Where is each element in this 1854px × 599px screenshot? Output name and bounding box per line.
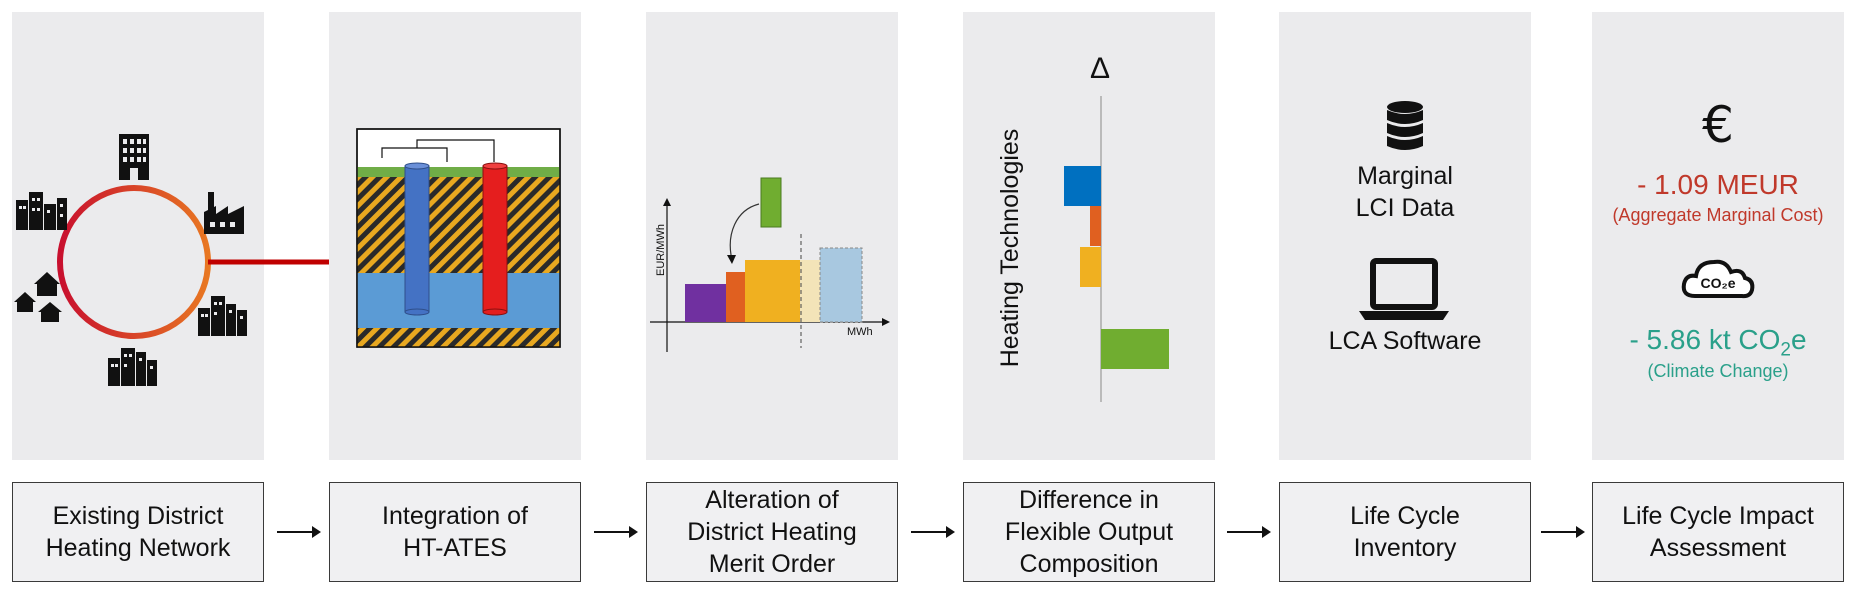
panel-ht-ates (329, 12, 581, 460)
lci-data-label-line1: Marginal (1357, 162, 1453, 190)
city-buildings-icon-right (198, 296, 247, 336)
hot-well (482, 165, 508, 313)
climate-value-prefix: - 5.86 kt CO (1629, 324, 1781, 355)
aquifer-layer (357, 273, 560, 328)
step-label-line: Heating Network (45, 534, 231, 562)
x-axis-label: MWh (847, 326, 873, 338)
difference-chart: Δ Heating Technologies (996, 52, 1169, 402)
climate-value-sub: 2 (1780, 339, 1791, 361)
cloud-label: CO₂e (1700, 275, 1735, 291)
upper-hatched-layer (357, 177, 560, 285)
climate-value: - 5.86 kt CO2e (1592, 322, 1844, 369)
co2-cloud-icon (1681, 259, 1755, 299)
flow-arrow (277, 527, 321, 537)
bar-yellow (1080, 247, 1101, 287)
office-building-icon (119, 134, 149, 180)
panel-impact: € - 1.09 MEUR (Aggregate Marginal Cost) … (1592, 12, 1844, 460)
step-label-line: HT-ATES (403, 534, 507, 562)
panel-output-difference: Δ Heating Technologies (963, 12, 1215, 460)
step-impact-assessment: Life Cycle Impact Assessment (1592, 482, 1844, 582)
panel-merit-order: EUR/MWh MWh (646, 12, 898, 460)
cold-well (404, 165, 430, 313)
flow-arrow (1227, 527, 1271, 537)
panel-district-network (12, 12, 264, 460)
database-icon (1387, 101, 1423, 150)
step-label-line: Life Cycle (1350, 502, 1460, 530)
euro-icon: € (1702, 96, 1734, 154)
bar-purple (685, 284, 726, 322)
step-label-line: District Heating (687, 518, 857, 546)
bar-orange (1090, 206, 1101, 246)
step-label-line: Inventory (1353, 534, 1457, 562)
city-buildings-icon-left (16, 192, 67, 230)
bar-green (1101, 329, 1169, 369)
bar-yellow (745, 260, 800, 322)
surface-layer (357, 167, 560, 177)
aquifer-storage-illustration (356, 128, 561, 348)
cost-note: (Aggregate Marginal Cost) (1612, 205, 1824, 225)
y-axis-label: Heating Technologies (996, 129, 1024, 368)
panel-inventory: Marginal LCI Data LCA Software (1279, 12, 1531, 460)
flow-arrow (594, 527, 638, 537)
climate-note: (Climate Change) (1647, 361, 1789, 381)
step-label-line: Composition (1019, 550, 1159, 578)
bar-green-new (760, 177, 782, 228)
step-inventory: Life Cycle Inventory (1279, 482, 1531, 582)
factory-icon (204, 192, 244, 234)
cost-value: - 1.09 MEUR (1637, 169, 1799, 200)
flow-arrow (911, 527, 955, 537)
step-label-line: Life Cycle Impact (1622, 502, 1814, 530)
step-label-line: Difference in (1019, 486, 1159, 514)
step-existing-network: Existing District Heating Network (12, 482, 264, 582)
insert-arrow (729, 203, 760, 261)
laptop-icon (1359, 258, 1449, 320)
lca-software-label: LCA Software (1328, 327, 1482, 355)
step-output-difference: Difference in Flexible Output Compositio… (963, 482, 1215, 582)
bar-beige (800, 260, 820, 322)
step-label-line: Flexible Output (1004, 518, 1174, 546)
step-label-line: Merit Order (708, 550, 836, 578)
step-integration: Integration of HT-ATES (329, 482, 581, 582)
step-label-line: Assessment (1649, 534, 1787, 562)
district-network-illustration (14, 134, 247, 386)
flow-arrow (1541, 527, 1585, 537)
lci-data-label-line2: LCI Data (1355, 194, 1455, 222)
delta-symbol: Δ (1090, 52, 1110, 85)
city-buildings-icon-bottom (108, 348, 157, 386)
lower-hatched-layer (357, 328, 560, 347)
bar-blue (1064, 166, 1101, 206)
step-label-line: Existing District (52, 502, 224, 530)
merit-order-chart: EUR/MWh MWh (650, 177, 890, 352)
bar-orange (726, 272, 745, 322)
step-label-line: Alteration of (705, 486, 839, 514)
climate-value-suffix: e (1790, 324, 1807, 355)
bar-light-blue (819, 247, 863, 323)
y-axis-label: EUR/MWh (655, 224, 667, 276)
step-label-line: Integration of (382, 502, 528, 530)
step-merit-order: Alteration of District Heating Merit Ord… (646, 482, 898, 582)
houses-icon (14, 272, 62, 322)
